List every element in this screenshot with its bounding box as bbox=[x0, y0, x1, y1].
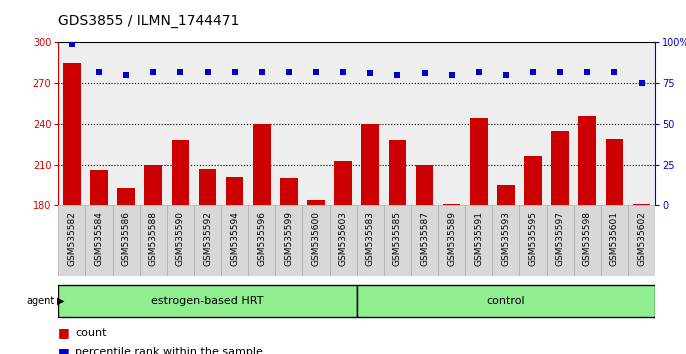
Point bbox=[257, 69, 268, 75]
Point bbox=[147, 69, 158, 75]
Bar bbox=[303, 205, 329, 276]
Bar bbox=[438, 205, 465, 276]
Text: GSM535601: GSM535601 bbox=[610, 211, 619, 266]
Bar bbox=[248, 205, 275, 276]
Point bbox=[175, 69, 186, 75]
Bar bbox=[465, 205, 493, 276]
Bar bbox=[145, 165, 162, 205]
Text: count: count bbox=[75, 328, 107, 338]
Bar bbox=[86, 205, 113, 276]
Point bbox=[609, 69, 620, 75]
Text: GSM535583: GSM535583 bbox=[366, 211, 375, 266]
Text: estrogen-based HRT: estrogen-based HRT bbox=[152, 296, 263, 306]
Point bbox=[582, 69, 593, 75]
Text: GSM535588: GSM535588 bbox=[149, 211, 158, 266]
Bar bbox=[58, 285, 357, 317]
Point bbox=[229, 69, 240, 75]
Point bbox=[365, 70, 376, 76]
Text: GSM535585: GSM535585 bbox=[393, 211, 402, 266]
Text: ■: ■ bbox=[58, 326, 70, 339]
Text: GSM535598: GSM535598 bbox=[583, 211, 592, 266]
Point bbox=[67, 41, 78, 47]
Text: GDS3855 / ILMN_1744471: GDS3855 / ILMN_1744471 bbox=[58, 14, 239, 28]
Text: GSM535594: GSM535594 bbox=[230, 211, 239, 266]
Text: GSM535596: GSM535596 bbox=[257, 211, 266, 266]
Bar bbox=[280, 178, 298, 205]
Bar bbox=[58, 205, 86, 276]
Bar bbox=[552, 131, 569, 205]
Text: GSM535593: GSM535593 bbox=[501, 211, 510, 266]
Point bbox=[473, 69, 484, 75]
Bar bbox=[113, 205, 140, 276]
Text: GSM535600: GSM535600 bbox=[311, 211, 320, 266]
Bar bbox=[253, 124, 270, 205]
Bar bbox=[601, 205, 628, 276]
Point bbox=[446, 72, 457, 78]
Point bbox=[202, 69, 213, 75]
Point bbox=[528, 69, 539, 75]
Bar bbox=[524, 156, 542, 205]
Bar bbox=[226, 177, 244, 205]
Bar bbox=[493, 205, 519, 276]
Point bbox=[283, 69, 294, 75]
Text: GSM535592: GSM535592 bbox=[203, 211, 212, 266]
Text: GSM535586: GSM535586 bbox=[121, 211, 130, 266]
Point bbox=[392, 72, 403, 78]
Bar bbox=[167, 205, 194, 276]
Bar bbox=[628, 205, 655, 276]
Point bbox=[555, 69, 566, 75]
Text: GSM535591: GSM535591 bbox=[474, 211, 484, 266]
Text: GSM535587: GSM535587 bbox=[420, 211, 429, 266]
Point bbox=[311, 69, 322, 75]
Point bbox=[419, 70, 430, 76]
Bar bbox=[443, 204, 460, 205]
Bar bbox=[388, 140, 406, 205]
Bar bbox=[221, 205, 248, 276]
Bar bbox=[275, 205, 303, 276]
Bar bbox=[573, 205, 601, 276]
Text: GSM535595: GSM535595 bbox=[528, 211, 538, 266]
Bar bbox=[194, 205, 221, 276]
Point bbox=[93, 69, 104, 75]
Bar bbox=[470, 119, 488, 205]
Bar bbox=[117, 188, 135, 205]
Text: GSM535584: GSM535584 bbox=[95, 211, 104, 266]
Bar bbox=[172, 140, 189, 205]
Bar bbox=[606, 139, 624, 205]
Text: GSM535589: GSM535589 bbox=[447, 211, 456, 266]
Bar bbox=[632, 204, 650, 205]
Point bbox=[636, 80, 647, 86]
Text: ▶: ▶ bbox=[57, 296, 64, 306]
Bar bbox=[199, 169, 216, 205]
Bar bbox=[547, 205, 573, 276]
Point bbox=[121, 72, 132, 78]
Text: GSM535602: GSM535602 bbox=[637, 211, 646, 266]
Bar bbox=[334, 161, 352, 205]
Point bbox=[500, 72, 511, 78]
Bar bbox=[497, 185, 514, 205]
Bar bbox=[90, 170, 108, 205]
Bar bbox=[307, 200, 325, 205]
Bar bbox=[140, 205, 167, 276]
Bar bbox=[329, 205, 357, 276]
Bar bbox=[357, 205, 384, 276]
Text: control: control bbox=[486, 296, 525, 306]
Bar bbox=[416, 165, 434, 205]
Text: GSM535597: GSM535597 bbox=[556, 211, 565, 266]
Text: GSM535599: GSM535599 bbox=[285, 211, 294, 266]
Bar bbox=[362, 124, 379, 205]
Bar bbox=[384, 205, 411, 276]
Text: GSM535603: GSM535603 bbox=[339, 211, 348, 266]
Bar bbox=[357, 285, 655, 317]
Text: ■: ■ bbox=[58, 346, 70, 354]
Bar bbox=[63, 63, 81, 205]
Bar bbox=[411, 205, 438, 276]
Bar bbox=[519, 205, 547, 276]
Text: percentile rank within the sample: percentile rank within the sample bbox=[75, 347, 263, 354]
Text: GSM535590: GSM535590 bbox=[176, 211, 185, 266]
Text: GSM535582: GSM535582 bbox=[67, 211, 76, 266]
Bar bbox=[578, 116, 596, 205]
Point bbox=[338, 69, 348, 75]
Text: agent: agent bbox=[27, 296, 55, 306]
